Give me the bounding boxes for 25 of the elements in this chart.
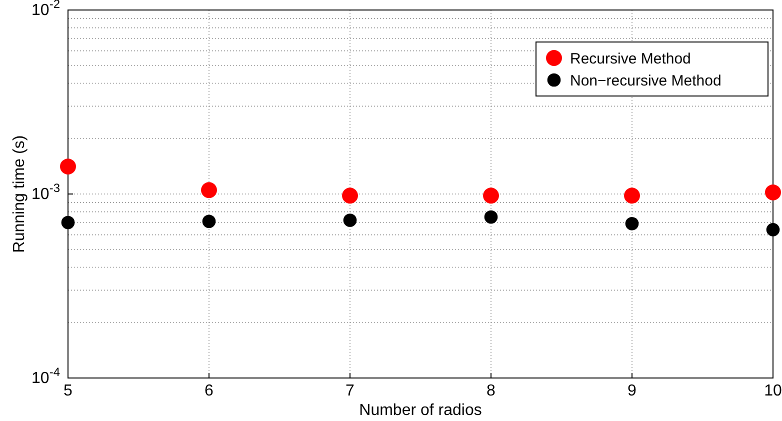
- x-tick-label: 8: [486, 382, 496, 400]
- point: [765, 184, 781, 200]
- point: [483, 188, 499, 204]
- y-tick-label: 10$^{-3}$: [32, 181, 60, 204]
- x-tick-label: 10: [764, 382, 782, 400]
- point: [201, 182, 217, 198]
- point: [766, 223, 780, 236]
- point: [61, 216, 75, 230]
- x-tick-label: 7: [346, 382, 355, 400]
- point: [343, 214, 357, 227]
- point: [342, 188, 358, 204]
- y-tick-label: 10$^{-4}$: [32, 365, 60, 388]
- point: [60, 158, 76, 175]
- point: [484, 210, 498, 224]
- point: [202, 214, 216, 228]
- y-axis-title: Running time (s): [11, 135, 28, 253]
- point: [625, 216, 639, 230]
- legend-label: Non−recursive Method: [570, 72, 722, 90]
- y-tick-label: 10$^{-2}$: [32, 0, 60, 20]
- legend-label: Recursive Method: [570, 50, 691, 68]
- x-tick-label: 5: [64, 382, 73, 400]
- x-tick-label: 6: [204, 382, 214, 400]
- x-axis-title: Number of radios: [359, 402, 482, 419]
- x-tick-label: 9: [628, 382, 637, 400]
- point: [624, 188, 640, 204]
